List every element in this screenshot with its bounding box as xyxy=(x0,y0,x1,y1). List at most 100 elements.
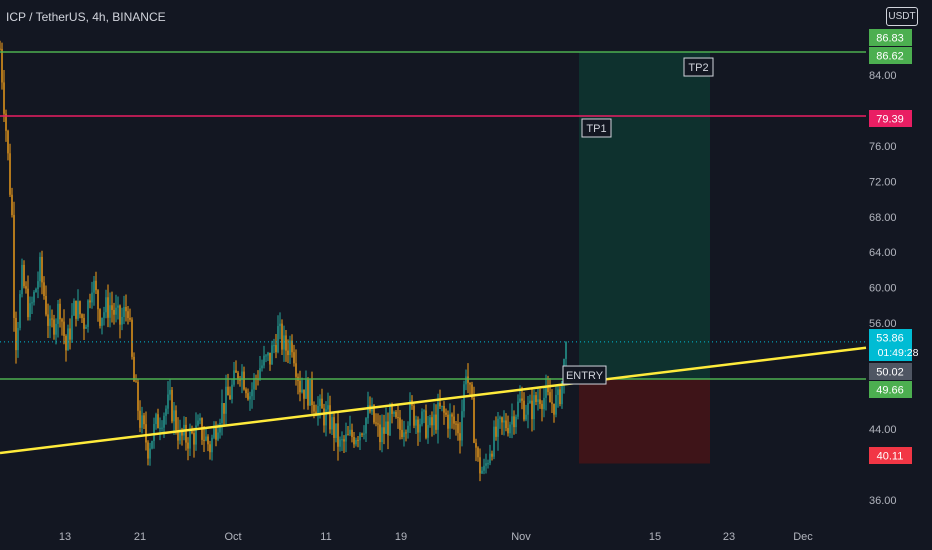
candle-body xyxy=(485,463,487,466)
price-badge xyxy=(869,110,912,127)
candle-body xyxy=(127,311,129,318)
candle-body xyxy=(171,389,173,422)
candle-body xyxy=(197,420,199,426)
candle-body xyxy=(267,352,269,356)
candle-body xyxy=(457,423,459,434)
candle-body xyxy=(331,417,333,430)
candle-body xyxy=(95,280,97,291)
candle-body xyxy=(49,318,51,326)
annotation-box xyxy=(562,365,607,385)
candle-body xyxy=(545,386,547,398)
symbol-title[interactable]: ICP / TetherUS, 4h, BINANCE xyxy=(6,10,166,24)
candle-body xyxy=(539,399,541,404)
time-tick-label: 19 xyxy=(395,531,407,543)
candle-body xyxy=(341,439,343,441)
candle-body xyxy=(317,406,319,416)
candle-body xyxy=(173,410,175,422)
candle-body xyxy=(451,414,453,417)
trendline[interactable] xyxy=(0,346,867,455)
candle-body xyxy=(501,417,503,423)
candle-body xyxy=(337,423,339,447)
candle-body xyxy=(233,370,235,385)
candle-body xyxy=(553,403,555,415)
candle-body xyxy=(519,398,521,402)
candle-body xyxy=(359,433,361,441)
candle-body xyxy=(275,345,277,353)
candle-body xyxy=(547,386,549,393)
candle-body xyxy=(15,317,17,351)
candle-body xyxy=(413,405,415,426)
candle-body xyxy=(537,399,539,402)
candle-body xyxy=(533,395,535,420)
candle-body xyxy=(199,418,201,421)
candle-body xyxy=(59,303,61,320)
price-badge xyxy=(869,447,912,464)
price-tick-label: 68.00 xyxy=(869,212,897,224)
candle-body xyxy=(397,417,399,419)
candle-body xyxy=(213,428,215,438)
candle-body xyxy=(217,432,219,440)
candle-body xyxy=(107,297,109,318)
candle-body xyxy=(37,281,39,289)
candle-body xyxy=(129,317,131,320)
price-tick-label: 56.00 xyxy=(869,318,897,330)
candle-body xyxy=(253,378,255,390)
candle-body xyxy=(323,408,325,426)
countdown-label: 01:49:28 xyxy=(878,347,919,359)
candle-body xyxy=(469,382,471,385)
candle-body xyxy=(309,379,311,406)
candle-body xyxy=(365,418,367,434)
candle-body xyxy=(261,365,263,369)
candle-body xyxy=(105,297,107,313)
candle-body xyxy=(45,296,47,315)
candle-body xyxy=(515,416,517,428)
candle-body xyxy=(151,440,153,449)
candle-body xyxy=(113,309,115,315)
candle-body xyxy=(67,328,69,351)
candle-body xyxy=(559,389,561,405)
candle-body xyxy=(421,411,423,425)
candle-body xyxy=(353,437,355,445)
candle-body xyxy=(193,433,195,445)
candle-body xyxy=(517,401,519,417)
candle-body xyxy=(117,305,119,308)
price-badge xyxy=(869,47,912,64)
candle-body xyxy=(13,215,15,318)
candle-body xyxy=(167,394,169,409)
candle-body xyxy=(541,403,543,410)
time-tick-label: Nov xyxy=(511,531,531,543)
candle-body xyxy=(555,394,557,415)
price-tick-label: 36.00 xyxy=(869,495,897,507)
candle-body xyxy=(391,406,393,414)
candle-body xyxy=(187,442,189,449)
candle-body xyxy=(17,327,19,351)
candle-body xyxy=(475,442,477,448)
candle-body xyxy=(445,412,447,415)
candle-body xyxy=(81,314,83,318)
candle-body xyxy=(133,356,135,382)
candle-body xyxy=(119,305,121,325)
candle-body xyxy=(431,417,433,426)
candle-body xyxy=(521,398,523,401)
candle-body xyxy=(169,389,171,395)
candle-body xyxy=(43,282,45,297)
time-axis-ticks: 13 21 Oct 11 19 Nov 15 23 Dec xyxy=(59,531,813,543)
candle-body xyxy=(293,352,295,364)
time-tick-label: Oct xyxy=(224,531,241,543)
candle-body xyxy=(251,389,253,397)
currency-button[interactable]: USDT xyxy=(886,7,918,26)
candle-body xyxy=(291,340,293,353)
candle-body xyxy=(561,381,563,405)
price-badge xyxy=(869,363,912,380)
candle-body xyxy=(211,437,213,453)
candle-body xyxy=(285,335,287,351)
candle-body xyxy=(339,439,341,447)
candle-body xyxy=(489,453,491,464)
candle-body xyxy=(283,335,285,350)
profit-zone xyxy=(579,52,710,380)
candle-body xyxy=(223,403,225,414)
price-badge xyxy=(869,329,912,361)
annotation-entry-label: ENTRY xyxy=(566,370,604,382)
time-tick-label: 23 xyxy=(723,531,735,543)
